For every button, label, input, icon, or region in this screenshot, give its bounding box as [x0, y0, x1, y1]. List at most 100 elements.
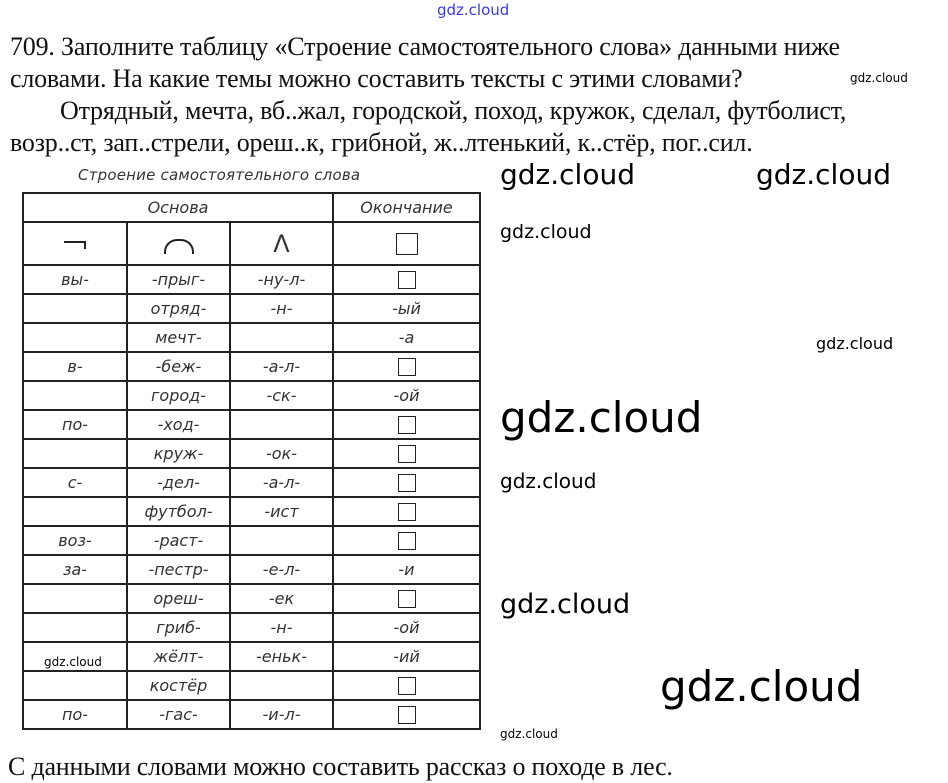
- suffix-cell: [229, 670, 334, 701]
- ending-box-icon: [397, 445, 416, 464]
- ending-box-icon: [397, 358, 416, 377]
- watermark: gdz.cloud: [500, 393, 703, 442]
- ending-cell: [332, 351, 481, 382]
- watermark: gdz.cloud: [500, 727, 558, 741]
- prefix-cell: в-: [22, 351, 128, 382]
- watermark: gdz.cloud: [500, 469, 597, 493]
- suffix-cell: -и-л-: [229, 699, 334, 730]
- root-cell: -пестр-: [126, 554, 231, 585]
- table-row: вы- -прыг- -ну-л-: [22, 264, 481, 295]
- ending-box-icon: [397, 416, 416, 435]
- prefix-cell: [22, 583, 128, 614]
- ending-cell: -и: [332, 554, 481, 585]
- table-row: жёлт- -еньк- -ий: [22, 641, 481, 672]
- ending-cell: -ой: [332, 380, 481, 411]
- suffix-cell: -а-л-: [229, 467, 334, 498]
- ending-cell: -ой: [332, 612, 481, 643]
- table-row: гриб- -н- -ой: [22, 612, 481, 643]
- prefix-cell: [22, 293, 128, 324]
- watermark: gdz.cloud: [500, 158, 635, 191]
- suffix-cell: -н-: [229, 293, 334, 324]
- ending-box-icon: [397, 677, 416, 696]
- suffix-icon: Λ: [273, 229, 290, 258]
- suffix-cell: -ек: [229, 583, 334, 614]
- table-row: мечт- -а: [22, 322, 481, 353]
- exercise-line-4: возр..ст, зап..стрели, ореш..к, грибной,…: [10, 128, 753, 157]
- watermark: gdz.cloud: [660, 662, 863, 711]
- watermark: gdz.cloud: [850, 71, 908, 85]
- table-row: ореш- -ек: [22, 583, 481, 614]
- exercise-line-1: 709. Заполните таблицу «Строение самосто…: [10, 32, 840, 61]
- root-cell: отряд-: [126, 293, 231, 324]
- prefix-icon: [64, 241, 86, 249]
- root-cell: гриб-: [126, 612, 231, 643]
- exercise-line-2: словами. На какие темы можно составить т…: [10, 64, 743, 93]
- ending-cell: [332, 264, 481, 295]
- prefix-cell: за-: [22, 554, 128, 585]
- root-cell: -прыг-: [126, 264, 231, 295]
- root-cell: футбол-: [126, 496, 231, 527]
- prefix-cell: по-: [22, 409, 128, 440]
- prefix-cell: [22, 670, 128, 701]
- header-stem: Основа: [22, 192, 334, 223]
- ending-cell: -а: [332, 322, 481, 353]
- root-cell: ореш-: [126, 583, 231, 614]
- ending-cell: [332, 583, 481, 614]
- suffix-cell: -ок-: [229, 438, 334, 469]
- table-row: круж- -ок-: [22, 438, 481, 469]
- ending-cell: [332, 525, 481, 556]
- ending-box-icon: [397, 474, 416, 493]
- prefix-cell: с-: [22, 467, 128, 498]
- table-row: с- -дел- -а-л-: [22, 467, 481, 498]
- watermark: gdz.cloud: [437, 1, 510, 19]
- root-cell: жёлт-: [126, 641, 231, 672]
- header-ending: Окончание: [332, 192, 481, 223]
- prefix-cell: по-: [22, 699, 128, 730]
- prefix-cell: [22, 496, 128, 527]
- suffix-cell: -еньк-: [229, 641, 334, 672]
- root-cell: -дел-: [126, 467, 231, 498]
- ending-box-icon: [397, 271, 416, 290]
- root-cell: город-: [126, 380, 231, 411]
- table-caption: Строение самостоятельного слова: [78, 166, 361, 184]
- suffix-cell: -ист: [229, 496, 334, 527]
- root-cell: -гас-: [126, 699, 231, 730]
- ending-cell: [332, 496, 481, 527]
- prefix-cell: [22, 438, 128, 469]
- ending-cell: [332, 438, 481, 469]
- symbol-row: Λ: [22, 221, 481, 266]
- root-icon: [163, 239, 194, 254]
- watermark: gdz.cloud: [500, 221, 592, 243]
- suffix-cell: -е-л-: [229, 554, 334, 585]
- answer-text: С данными словами можно составить расска…: [8, 752, 673, 781]
- ending-box-icon: [397, 503, 416, 522]
- table-row: по- -гас- -и-л-: [22, 699, 481, 730]
- table-row: за- -пестр- -е-л- -и: [22, 554, 481, 585]
- prefix-cell: вы-: [22, 264, 128, 295]
- root-cell: костёр: [126, 670, 231, 701]
- prefix-cell: [22, 612, 128, 643]
- suffix-cell: -ск-: [229, 380, 334, 411]
- suffix-cell: -а-л-: [229, 351, 334, 382]
- ending-box-icon: [395, 232, 418, 255]
- table-row: воз- -раст-: [22, 525, 481, 556]
- ending-box-icon: [397, 532, 416, 551]
- suffix-cell: -н-: [229, 612, 334, 643]
- table-row: отряд- -н- -ый: [22, 293, 481, 324]
- table-row: футбол- -ист: [22, 496, 481, 527]
- ending-cell: -ий: [332, 641, 481, 672]
- root-cell: мечт-: [126, 322, 231, 353]
- ending-cell: [332, 670, 481, 701]
- ending-box-icon: [397, 590, 416, 609]
- ending-cell: [332, 409, 481, 440]
- exercise-line-3: Отрядный, мечта, вб..жал, городской, пох…: [60, 96, 847, 125]
- watermark: gdz.cloud: [816, 334, 894, 353]
- prefix-cell: воз-: [22, 525, 128, 556]
- root-cell: круж-: [126, 438, 231, 469]
- root-cell: -ход-: [126, 409, 231, 440]
- root-cell: -беж-: [126, 351, 231, 382]
- table-row: костёр: [22, 670, 481, 701]
- table-header-row: Основа Окончание: [22, 192, 481, 223]
- watermark: gdz.cloud: [500, 589, 631, 620]
- prefix-cell: [22, 322, 128, 353]
